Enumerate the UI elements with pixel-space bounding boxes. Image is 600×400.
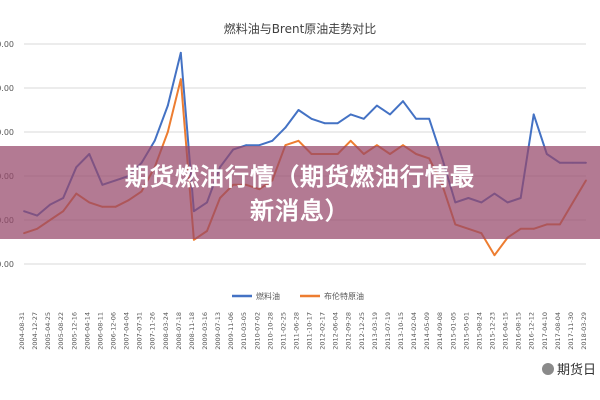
y-tick-label: 4,000.00: [0, 128, 14, 137]
x-tick-label: 2012-12-25: [358, 312, 366, 350]
x-tick-label: 2015-12-23: [489, 312, 497, 350]
data-point: [297, 109, 300, 111]
x-tick-label: 2006-08-11: [96, 312, 104, 350]
x-tick-label: 2016-08-15: [515, 312, 523, 350]
data-point: [402, 100, 404, 103]
data-point: [402, 144, 404, 147]
x-tick-label: 2011-06-28: [292, 312, 300, 350]
x-tick-label: 2018-03-29: [580, 312, 588, 350]
data-point: [532, 113, 535, 116]
data-point: [193, 238, 195, 241]
legend-label: 燃料油: [256, 291, 280, 301]
data-point: [362, 117, 365, 120]
data-point: [284, 144, 287, 147]
x-tick-label: 2010-10-28: [266, 312, 274, 350]
chart-title: 燃料油与Brent原油走势对比: [224, 21, 377, 36]
x-tick-label: 2008-03-24: [162, 312, 170, 350]
x-tick-label: 2016-12-12: [528, 312, 536, 350]
data-point: [349, 113, 352, 116]
data-point: [493, 254, 496, 257]
x-tick-label: 2011-10-17: [306, 312, 314, 350]
x-tick-label: 2006-12-06: [109, 312, 117, 350]
x-tick-label: 2015-01-05: [449, 312, 457, 350]
data-point: [375, 104, 378, 107]
x-tick-label: 2013-10-15: [397, 312, 405, 350]
x-tick-label: 2010-07-02: [253, 312, 261, 350]
x-tick-label: 2008-07-18: [175, 312, 183, 350]
data-point: [271, 139, 274, 142]
x-tick-label: 2005-04-25: [44, 312, 52, 350]
data-point: [258, 144, 261, 147]
x-tick-label: 2005-12-16: [70, 312, 78, 350]
x-tick-label: 2012-06-04: [332, 312, 340, 350]
x-tick-label: 2012-02-17: [319, 312, 327, 350]
banner-line-1: 期货燃油行情（期货燃油行情最: [125, 163, 475, 191]
x-tick-label: 2009-11-06: [227, 312, 235, 350]
x-tick-label: 2005-08-22: [57, 312, 65, 350]
data-point: [245, 144, 248, 147]
data-point: [415, 117, 417, 120]
x-tick-label: 2009-07-13: [214, 312, 222, 350]
x-tick-label: 2016-04-15: [502, 312, 510, 350]
wechat-icon: [541, 363, 554, 375]
y-tick-label: 6,000.00: [0, 40, 14, 49]
x-tick-label: 2017-11-30: [567, 312, 575, 350]
watermark-text: 期货日: [556, 363, 596, 378]
x-tick-label: 2013-03-19: [371, 312, 379, 350]
x-tick-label: 2015-05-01: [462, 312, 470, 350]
data-point: [284, 126, 287, 129]
data-point: [375, 144, 378, 147]
x-tick-label: 2007-04-04: [123, 312, 131, 350]
y-tick-label: 5,000.00: [0, 84, 14, 93]
data-point: [389, 113, 391, 116]
x-tick-label: 2007-07-31: [136, 312, 144, 350]
x-tick-label: 2013-07-19: [384, 312, 392, 350]
data-point: [166, 131, 169, 133]
x-tick-label: 2006-04-14: [83, 312, 91, 350]
data-point: [297, 139, 300, 142]
x-tick-label: 2017-04-10: [541, 312, 549, 350]
data-point: [336, 122, 339, 125]
x-axis-ticks: 2004-08-31 2004-12-27 2005-04-25 2005-08-22…: [18, 312, 588, 350]
data-point: [349, 139, 352, 142]
data-point: [179, 78, 182, 81]
x-tick-label: 2010-03-05: [240, 312, 248, 350]
data-point: [179, 51, 182, 54]
data-point: [428, 117, 431, 120]
x-tick-label: 2017-08-04: [554, 312, 562, 350]
legend: 燃料油 布伦特原油: [232, 291, 364, 301]
x-tick-label: 2011-02-25: [279, 312, 287, 350]
x-tick-label: 2014-05-09: [423, 312, 431, 350]
x-tick-label: 2009-03-16: [201, 312, 209, 350]
y-tick-label: 1,000.00: [0, 260, 14, 269]
data-point: [153, 139, 156, 142]
x-tick-label: 2004-08-31: [18, 312, 26, 350]
title-banner: [0, 146, 600, 239]
x-tick-label: 2004-12-27: [31, 312, 39, 350]
x-tick-label: 2007-11-26: [149, 312, 157, 350]
x-tick-label: 2012-09-28: [345, 312, 353, 350]
banner-line-2: 新消息）: [250, 197, 350, 225]
banner-title: 期货燃油行情（期货燃油行情最 新消息）: [0, 160, 600, 228]
x-tick-label: 2014-09-08: [436, 312, 444, 350]
data-point: [310, 117, 313, 120]
x-tick-label: 2014-02-04: [410, 312, 418, 350]
data-point: [166, 104, 169, 107]
x-tick-label: 2008-11-18: [188, 312, 196, 350]
legend-label: 布伦特原油: [324, 291, 364, 301]
x-tick-label: 2015-08-24: [475, 312, 483, 350]
data-point: [323, 122, 326, 125]
watermark: 期货日: [541, 359, 596, 378]
